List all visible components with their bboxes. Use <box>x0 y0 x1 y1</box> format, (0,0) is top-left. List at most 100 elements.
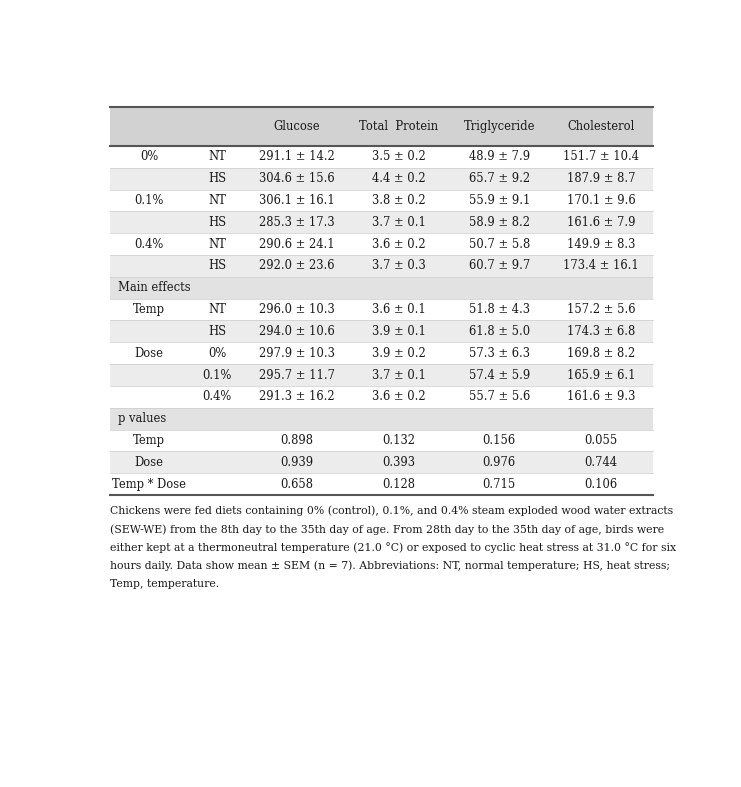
Text: 3.6 ± 0.2: 3.6 ± 0.2 <box>372 390 425 403</box>
Text: 3.6 ± 0.1: 3.6 ± 0.1 <box>372 303 426 316</box>
Text: 3.8 ± 0.2: 3.8 ± 0.2 <box>372 194 425 207</box>
Text: 55.7 ± 5.6: 55.7 ± 5.6 <box>468 390 530 403</box>
Text: 3.5 ± 0.2: 3.5 ± 0.2 <box>372 150 426 164</box>
Text: HS: HS <box>208 216 226 229</box>
Text: HS: HS <box>208 325 226 338</box>
Text: NT: NT <box>208 303 226 316</box>
Bar <box>110 255 653 277</box>
Bar <box>110 386 653 408</box>
Text: Main effects: Main effects <box>119 281 191 294</box>
Text: 151.7 ± 10.4: 151.7 ± 10.4 <box>563 150 639 164</box>
Text: 57.4 ± 5.9: 57.4 ± 5.9 <box>468 368 530 382</box>
Text: Glucose: Glucose <box>273 120 320 133</box>
Text: 0.1%: 0.1% <box>202 368 232 382</box>
Text: Temp: Temp <box>133 303 165 316</box>
Text: 4.4 ± 0.2: 4.4 ± 0.2 <box>372 172 425 185</box>
Text: (SEW-WE) from the 8th day to the 35th day of age. From 28th day to the 35th day : (SEW-WE) from the 8th day to the 35th da… <box>110 524 664 534</box>
Text: 48.9 ± 7.9: 48.9 ± 7.9 <box>468 150 530 164</box>
Text: 161.6 ± 7.9: 161.6 ± 7.9 <box>567 216 635 229</box>
Text: Triglyceride: Triglyceride <box>463 120 535 133</box>
Text: 174.3 ± 6.8: 174.3 ± 6.8 <box>567 325 635 338</box>
Text: 0.055: 0.055 <box>585 434 617 447</box>
Text: 157.2 ± 5.6: 157.2 ± 5.6 <box>567 303 635 316</box>
Text: 169.8 ± 8.2: 169.8 ± 8.2 <box>567 347 635 360</box>
Text: 0.393: 0.393 <box>382 456 416 469</box>
Text: 3.7 ± 0.1: 3.7 ± 0.1 <box>372 216 426 229</box>
Text: 187.9 ± 8.7: 187.9 ± 8.7 <box>567 172 635 185</box>
Text: 0.156: 0.156 <box>482 434 516 447</box>
Text: 306.1 ± 16.1: 306.1 ± 16.1 <box>259 194 335 207</box>
Text: Chickens were fed diets containing 0% (control), 0.1%, and 0.4% steam exploded w: Chickens were fed diets containing 0% (c… <box>110 506 673 516</box>
Text: 3.6 ± 0.2: 3.6 ± 0.2 <box>372 238 425 250</box>
Bar <box>110 408 653 430</box>
Text: 0.128: 0.128 <box>382 478 416 490</box>
Bar <box>110 146 653 168</box>
Text: 149.9 ± 8.3: 149.9 ± 8.3 <box>567 238 635 250</box>
Text: 0.744: 0.744 <box>585 456 617 469</box>
Text: Dose: Dose <box>135 456 164 469</box>
Text: 292.0 ± 23.6: 292.0 ± 23.6 <box>259 260 335 272</box>
Bar <box>110 430 653 452</box>
Text: 65.7 ± 9.2: 65.7 ± 9.2 <box>468 172 530 185</box>
Text: 61.8 ± 5.0: 61.8 ± 5.0 <box>468 325 530 338</box>
Text: 304.6 ± 15.6: 304.6 ± 15.6 <box>259 172 335 185</box>
Text: 51.8 ± 4.3: 51.8 ± 4.3 <box>469 303 530 316</box>
Text: 294.0 ± 10.6: 294.0 ± 10.6 <box>259 325 335 338</box>
Text: 170.1 ± 9.6: 170.1 ± 9.6 <box>567 194 635 207</box>
Bar <box>110 168 653 190</box>
Text: HS: HS <box>208 172 226 185</box>
Text: 285.3 ± 17.3: 285.3 ± 17.3 <box>259 216 335 229</box>
Text: 291.3 ± 16.2: 291.3 ± 16.2 <box>259 390 335 403</box>
Text: p values: p values <box>119 412 167 425</box>
Text: 297.9 ± 10.3: 297.9 ± 10.3 <box>259 347 335 360</box>
Bar <box>110 190 653 212</box>
Text: NT: NT <box>208 238 226 250</box>
Text: 3.7 ± 0.1: 3.7 ± 0.1 <box>372 368 426 382</box>
Text: 0.715: 0.715 <box>482 478 516 490</box>
Text: 290.6 ± 24.1: 290.6 ± 24.1 <box>259 238 335 250</box>
Text: 165.9 ± 6.1: 165.9 ± 6.1 <box>567 368 635 382</box>
Text: 0.976: 0.976 <box>482 456 516 469</box>
Bar <box>110 277 653 298</box>
Text: NT: NT <box>208 150 226 164</box>
Bar <box>110 298 653 320</box>
Text: Dose: Dose <box>135 347 164 360</box>
Text: 3.9 ± 0.1: 3.9 ± 0.1 <box>372 325 426 338</box>
Text: Total  Protein: Total Protein <box>359 120 439 133</box>
Text: HS: HS <box>208 260 226 272</box>
Text: Temp, temperature.: Temp, temperature. <box>110 578 219 589</box>
Text: 173.4 ± 16.1: 173.4 ± 16.1 <box>563 260 639 272</box>
Bar <box>110 320 653 342</box>
Text: hours daily. Data show mean ± SEM (n = 7). Abbreviations: NT, normal temperature: hours daily. Data show mean ± SEM (n = 7… <box>110 560 670 571</box>
Bar <box>110 473 653 495</box>
Text: either kept at a thermoneutral temperature (21.0 °C) or exposed to cyclic heat s: either kept at a thermoneutral temperatu… <box>110 542 676 553</box>
Text: 50.7 ± 5.8: 50.7 ± 5.8 <box>468 238 530 250</box>
Text: 60.7 ± 9.7: 60.7 ± 9.7 <box>468 260 530 272</box>
Text: 0.939: 0.939 <box>281 456 313 469</box>
Bar <box>110 106 653 146</box>
Text: Temp: Temp <box>133 434 165 447</box>
Text: 0.132: 0.132 <box>382 434 416 447</box>
Text: 3.7 ± 0.3: 3.7 ± 0.3 <box>372 260 426 272</box>
Text: 0.106: 0.106 <box>585 478 617 490</box>
Text: 58.9 ± 8.2: 58.9 ± 8.2 <box>469 216 530 229</box>
Text: 0.4%: 0.4% <box>202 390 232 403</box>
Text: 0%: 0% <box>208 347 226 360</box>
Text: 291.1 ± 14.2: 291.1 ± 14.2 <box>259 150 335 164</box>
Text: 0%: 0% <box>140 150 159 164</box>
Text: 57.3 ± 6.3: 57.3 ± 6.3 <box>469 347 530 360</box>
Text: 0.898: 0.898 <box>281 434 313 447</box>
Text: 3.9 ± 0.2: 3.9 ± 0.2 <box>372 347 426 360</box>
Text: 55.9 ± 9.1: 55.9 ± 9.1 <box>468 194 530 207</box>
Text: 296.0 ± 10.3: 296.0 ± 10.3 <box>259 303 335 316</box>
Bar <box>110 364 653 386</box>
Text: Temp * Dose: Temp * Dose <box>112 478 186 490</box>
Bar <box>110 212 653 233</box>
Text: 161.6 ± 9.3: 161.6 ± 9.3 <box>567 390 635 403</box>
Text: 0.4%: 0.4% <box>135 238 164 250</box>
Text: NT: NT <box>208 194 226 207</box>
Bar <box>110 233 653 255</box>
Text: 0.1%: 0.1% <box>135 194 164 207</box>
Text: 295.7 ± 11.7: 295.7 ± 11.7 <box>259 368 335 382</box>
Bar <box>110 342 653 364</box>
